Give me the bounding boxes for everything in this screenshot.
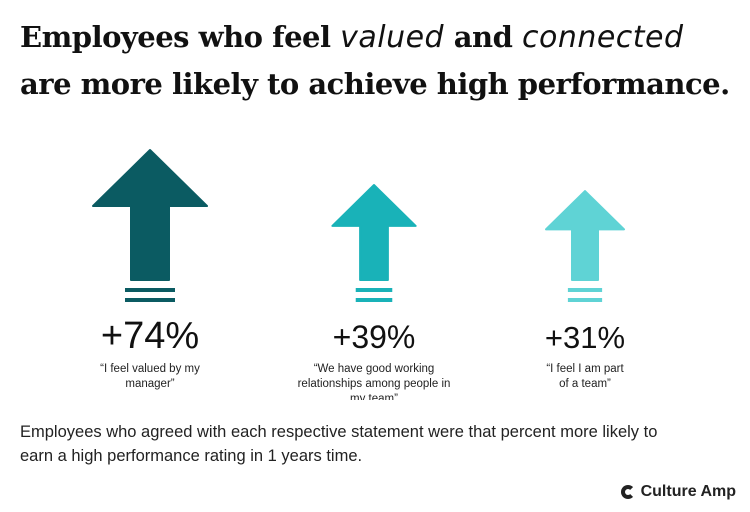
value-label-2: +39% — [333, 319, 416, 355]
category-label-2-line-1: “We have good working — [314, 363, 435, 375]
category-label-1-line-2: manager” — [125, 378, 174, 390]
logo-text: Culture Amp — [640, 483, 736, 500]
culture-amp-logo: Culture Amp — [620, 480, 736, 504]
title-emphasis-valued: valued — [340, 20, 445, 55]
arrow-stripe-1-2 — [125, 298, 175, 302]
value-label-1: +74% — [101, 315, 199, 357]
category-label-1-line-1: “I feel valued by my — [100, 363, 200, 375]
culture-amp-c-icon — [620, 485, 635, 499]
footnote: Employees who agreed with each respectiv… — [20, 423, 658, 465]
arrow-bar-2 — [331, 184, 417, 281]
arrow-stripe-3-1 — [567, 288, 603, 292]
arrow-bar-1 — [92, 149, 208, 281]
title-part-1: Employees who feel — [20, 20, 331, 54]
title-emphasis-connected: connected — [521, 20, 684, 55]
arrow-chart: +74% “I feel valued by my manager” +39% “We … — [92, 149, 626, 400]
category-label-2-line-3: my team” — [350, 393, 398, 400]
arrow-bar-3 — [544, 190, 626, 281]
page-title: Employees who feel valued and connected … — [20, 14, 730, 107]
title-line-2: are more likely to achieve high performa… — [20, 67, 730, 101]
arrow-stripe-2-1 — [355, 288, 393, 292]
value-label-3: +31% — [545, 320, 625, 355]
arrow-stripe-2-2 — [355, 298, 393, 302]
category-label-2-line-2: relationships among people in — [298, 378, 451, 390]
arrow-stripe-1-1 — [125, 288, 175, 292]
arrow-stripe-3-2 — [567, 298, 603, 302]
category-label-3-line-2: of a team” — [559, 378, 611, 390]
title-part-2: and — [453, 20, 513, 54]
category-label-3-line-1: “I feel I am part — [546, 363, 624, 375]
